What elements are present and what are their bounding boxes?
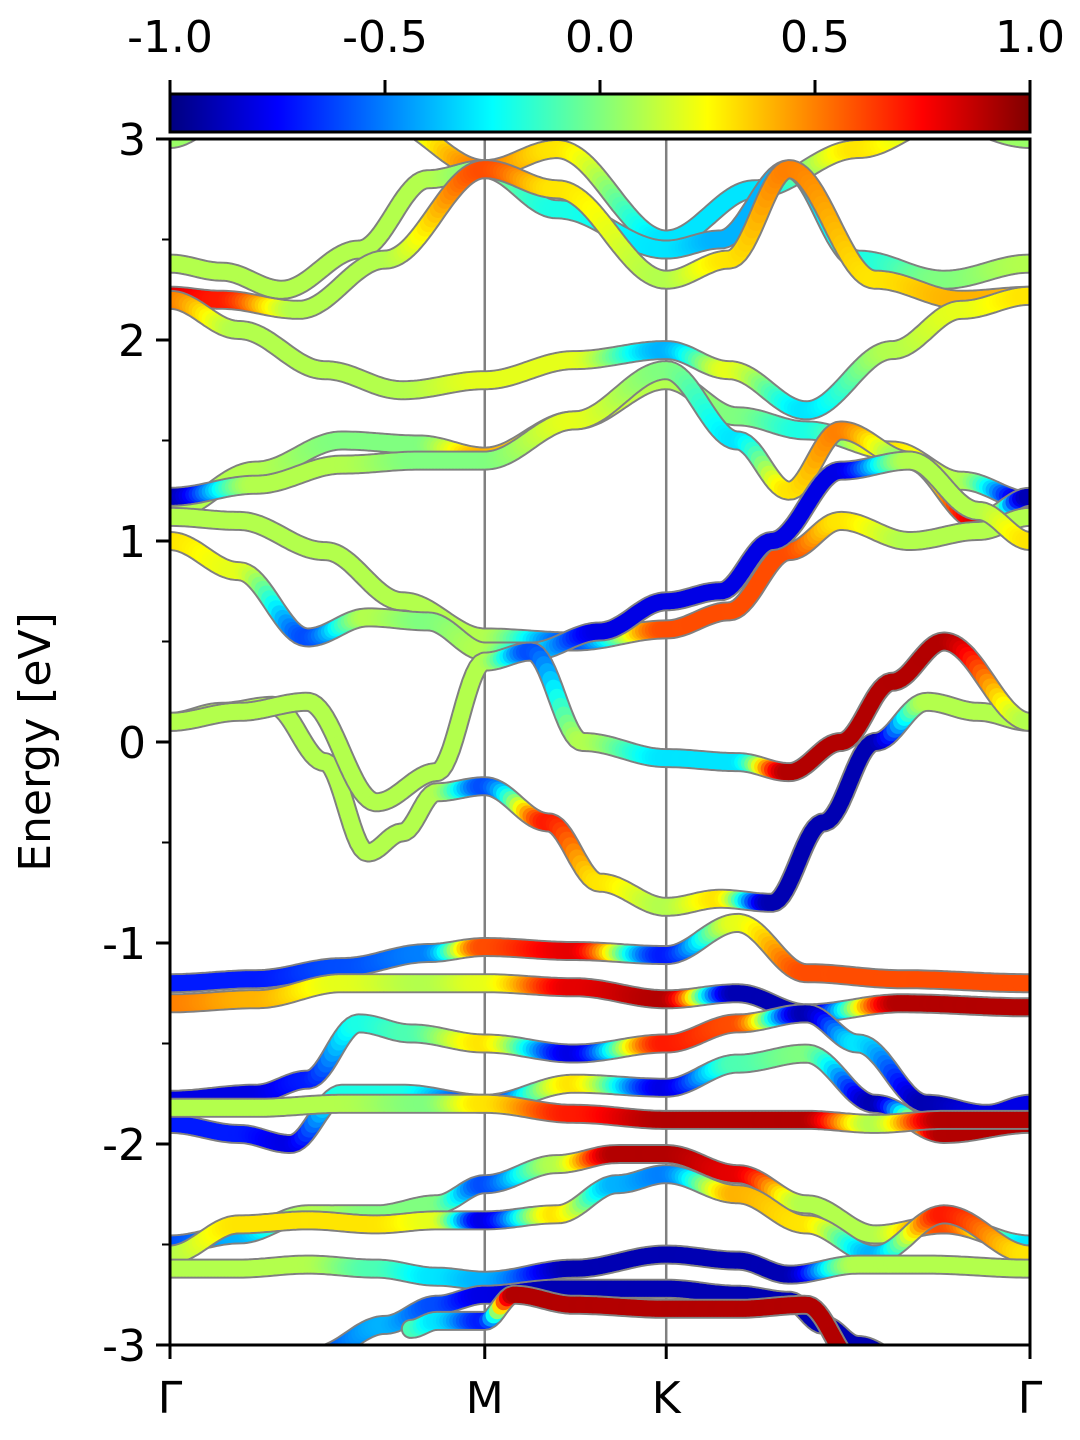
band-segment	[279, 83, 282, 85]
band-segment	[877, 1344, 883, 1345]
colorbar-tick-label: -1.0	[127, 12, 213, 63]
band-segment	[329, 1339, 348, 1345]
band-segment	[320, 1354, 323, 1355]
band-segment	[323, 1354, 326, 1355]
band-15	[170, 1093, 1030, 1134]
band-segment	[900, 1363, 903, 1364]
band-11	[170, 912, 1030, 994]
band-segment	[890, 139, 908, 144]
band-segment	[903, 1364, 906, 1365]
band-18	[170, 1244, 1030, 1291]
band-segment	[172, 139, 191, 146]
band-segment	[994, 139, 1011, 143]
band-segment	[862, 1339, 881, 1345]
band-12	[170, 973, 1030, 1024]
band-segment	[327, 1341, 343, 1345]
band-segment	[1002, 139, 1022, 146]
band-segment	[326, 87, 329, 89]
band-segment	[866, 1341, 883, 1345]
band-segment	[276, 85, 279, 87]
band-10	[170, 631, 1030, 813]
band-segment	[289, 79, 292, 80]
band-segment	[286, 80, 289, 81]
band-segment	[316, 82, 319, 84]
band-segment	[886, 139, 905, 146]
colorbar-tick-label: 0.0	[565, 12, 635, 63]
colorbar-tick-label: 1.0	[995, 12, 1065, 63]
band-segment	[890, 1359, 893, 1361]
colorbar-tick-label: -0.5	[342, 12, 428, 63]
band-segment	[893, 1360, 896, 1362]
band-8	[170, 450, 1030, 662]
band-segment	[415, 139, 433, 145]
band-segment	[319, 84, 322, 86]
colorbar-tick-label: 0.5	[780, 12, 850, 63]
band-segment	[312, 81, 315, 82]
band-segment	[326, 1344, 333, 1345]
band-13	[170, 1003, 1030, 1124]
band-segment	[283, 82, 286, 84]
band-segment	[886, 1357, 889, 1359]
kpoint-lines	[483, 139, 668, 1345]
band-segment	[273, 87, 276, 89]
colorbar: -1.0 -0.5 0.0 0.5 1.0	[127, 12, 1065, 134]
band-17	[170, 1164, 1030, 1265]
band-segment	[302, 79, 305, 80]
band-segment	[269, 89, 272, 92]
band-segment	[883, 1355, 886, 1357]
band-segment	[870, 1342, 883, 1345]
band-segment	[306, 79, 309, 80]
band-segment	[996, 139, 1014, 144]
band-segment	[329, 90, 332, 92]
band-segment	[326, 1342, 339, 1345]
band-9	[170, 691, 1030, 917]
band-segment	[896, 1362, 899, 1363]
band-segment	[175, 139, 193, 144]
band-segment	[999, 139, 1018, 145]
band-segment	[322, 86, 325, 88]
colorbar-ticks: -1.0 -0.5 0.0 0.5 1.0	[127, 12, 1065, 94]
band-lines	[170, 79, 1030, 1365]
colorbar-gradient	[168, 92, 1032, 134]
band-segment	[292, 79, 295, 80]
band-segment	[309, 80, 312, 81]
band-outline	[170, 450, 1030, 662]
